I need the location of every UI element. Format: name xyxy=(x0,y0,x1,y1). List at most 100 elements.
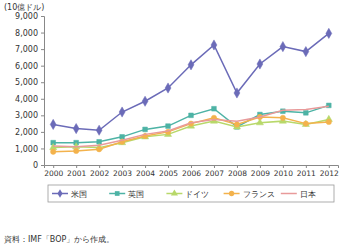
y-tick: 9,000 xyxy=(15,12,44,21)
series-group xyxy=(50,28,333,154)
series-line xyxy=(53,105,329,142)
x-tick-label: 2003 xyxy=(113,169,132,178)
series-marker xyxy=(257,59,263,69)
x-tick: 2008 xyxy=(228,165,247,178)
series-marker xyxy=(326,28,332,38)
x-tick-label: 2000 xyxy=(44,169,63,178)
x-tick-label: 2005 xyxy=(159,169,178,178)
series-marker xyxy=(73,143,80,149)
y-tick-mark xyxy=(41,16,44,17)
x-tick-mark xyxy=(122,165,123,168)
series-marker xyxy=(189,113,194,118)
x-tick: 2011 xyxy=(297,165,316,178)
series-marker xyxy=(165,83,171,93)
legend-marker xyxy=(171,189,178,195)
x-tick-mark xyxy=(168,165,169,168)
x-tick-mark xyxy=(237,165,238,168)
series-marker xyxy=(234,122,239,127)
legend-marker xyxy=(57,189,62,198)
y-tick-mark xyxy=(41,99,44,100)
x-tick: 2000 xyxy=(44,165,63,178)
x-tick-label: 2002 xyxy=(90,169,109,178)
y-tick: 4,000 xyxy=(15,95,44,104)
legend-label: 米国 xyxy=(71,190,87,199)
y-tick-mark xyxy=(41,33,44,34)
y-tick-mark xyxy=(41,148,44,149)
legend-label: 英国 xyxy=(128,190,144,199)
x-tick: 2006 xyxy=(182,165,201,178)
x-tick-mark xyxy=(329,165,330,168)
series-marker xyxy=(303,111,308,116)
x-tick-mark xyxy=(191,165,192,168)
series-marker xyxy=(280,42,286,52)
x-tick: 2002 xyxy=(90,165,109,178)
x-tick: 2003 xyxy=(113,165,132,178)
y-axis-line xyxy=(41,17,45,166)
legend-line xyxy=(281,193,297,195)
y-tick-label: 3,000 xyxy=(15,111,38,120)
y-tick: 2,000 xyxy=(15,128,44,137)
x-tick-label: 2010 xyxy=(274,169,293,178)
x-tick-label: 2001 xyxy=(67,169,86,178)
legend-marker xyxy=(115,191,120,196)
x-tick-mark xyxy=(53,165,54,168)
x-tick-mark xyxy=(76,165,77,168)
x-tick: 2009 xyxy=(251,165,270,178)
y-tick: 0 xyxy=(33,161,44,170)
y-tick-label: 4,000 xyxy=(15,95,38,104)
series-marker xyxy=(96,147,101,152)
series-marker xyxy=(211,40,217,50)
y-tick: 7,000 xyxy=(15,45,44,54)
x-tick-mark xyxy=(145,165,146,168)
y-tick: 3,000 xyxy=(15,111,44,120)
series-marker xyxy=(166,124,171,129)
x-tick-label: 2006 xyxy=(182,169,201,178)
series-line xyxy=(53,33,329,130)
series-marker xyxy=(302,120,309,126)
x-tick-mark xyxy=(306,165,307,168)
x-axis: 2000 2001 2002 2003 2004 2005 2006 2007 2008 2009… xyxy=(44,165,339,178)
y-tick-label: 7,000 xyxy=(15,45,38,54)
x-tick-label: 2011 xyxy=(297,169,316,178)
x-tick-label: 2004 xyxy=(136,169,155,178)
series-line xyxy=(53,106,329,147)
y-tick-label: 5,000 xyxy=(15,78,38,87)
y-tick-mark xyxy=(41,82,44,83)
y-tick: 8,000 xyxy=(15,29,44,38)
series-marker xyxy=(280,115,285,120)
y-tick-mark xyxy=(41,49,44,50)
series-marker xyxy=(234,88,240,98)
legend-label: ドイツ xyxy=(185,190,209,199)
y-tick-mark xyxy=(41,165,44,166)
y-axis: 0 1,000 2,000 3,000 4,000 5,000 6,000 7,000 8,00… xyxy=(15,12,44,170)
plot-area: 0 1,000 2,000 3,000 4,000 5,000 6,000 7,000 8,00… xyxy=(15,12,339,178)
y-tick-label: 8,000 xyxy=(15,29,38,38)
x-tick-mark xyxy=(260,165,261,168)
x-tick: 2010 xyxy=(274,165,293,178)
x-tick-label: 2008 xyxy=(228,169,247,178)
x-tick: 2005 xyxy=(159,165,178,178)
x-tick-label: 2009 xyxy=(251,169,270,178)
legend-marker xyxy=(229,191,234,196)
series-marker xyxy=(96,125,102,135)
y-tick-label: 2,000 xyxy=(15,128,38,137)
series-marker xyxy=(303,121,308,126)
y-tick-label: 1,000 xyxy=(15,145,38,154)
series-marker xyxy=(143,127,148,132)
legend-label: 日本 xyxy=(300,190,316,199)
series-marker xyxy=(74,148,79,153)
series-marker xyxy=(51,149,56,154)
y-tick: 6,000 xyxy=(15,62,44,71)
series-line xyxy=(53,119,329,147)
y-tick-label: 0 xyxy=(33,161,38,170)
y-tick: 1,000 xyxy=(15,145,44,154)
x-tick-mark xyxy=(214,165,215,168)
series-marker xyxy=(142,96,148,106)
series-marker xyxy=(212,106,217,111)
x-tick-label: 2007 xyxy=(205,169,224,178)
y-tick-mark xyxy=(41,115,44,116)
series-marker xyxy=(303,46,309,56)
series-marker xyxy=(188,60,194,70)
x-axis-line xyxy=(45,166,339,169)
legend-label: フランス xyxy=(243,190,275,199)
